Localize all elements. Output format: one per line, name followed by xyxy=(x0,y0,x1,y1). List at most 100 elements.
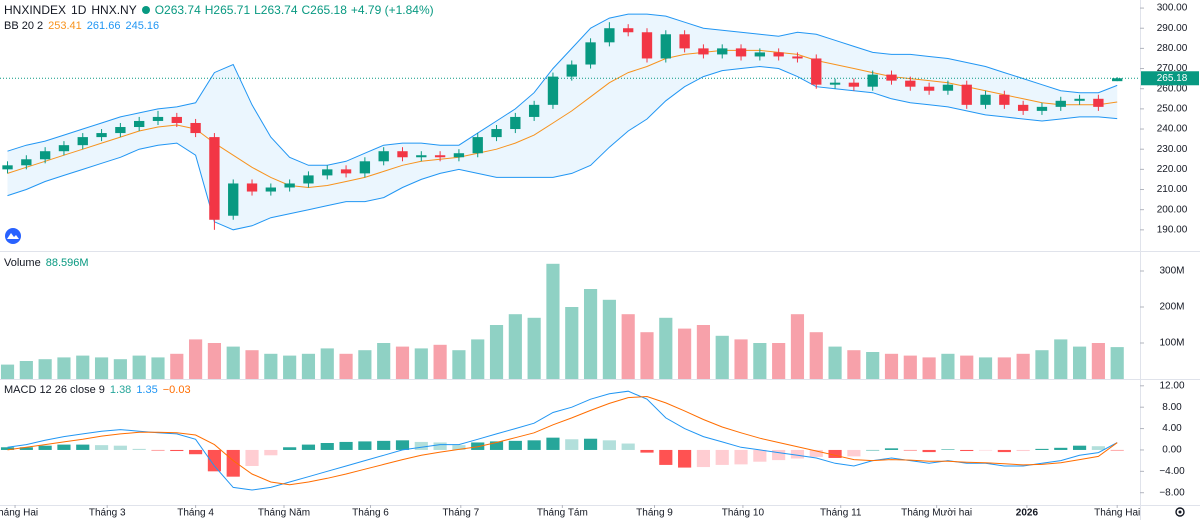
candle-body xyxy=(340,169,352,174)
macd-histogram-bar xyxy=(602,440,616,450)
x-tick-label: Tháng Hai xyxy=(1094,508,1140,519)
macd-name: MACD 12 26 close 9 xyxy=(4,384,105,396)
macd-histogram-bar xyxy=(226,449,240,477)
macd-histogram-bar xyxy=(283,447,297,450)
candle-body xyxy=(698,48,709,55)
x-tick-label: Tháng Năm xyxy=(258,508,310,519)
volume-bar xyxy=(772,343,786,379)
candle-body xyxy=(115,127,126,134)
candle-body xyxy=(1112,78,1123,82)
candle-body xyxy=(1036,106,1048,111)
volume-bar xyxy=(715,335,729,379)
candle-body xyxy=(942,84,954,91)
candle-body xyxy=(2,165,13,170)
settings-icon[interactable] xyxy=(1175,507,1185,517)
macd-histogram-bar xyxy=(941,449,955,450)
volume-bar xyxy=(245,350,259,379)
candle-body xyxy=(58,145,70,152)
volume-bar xyxy=(678,328,692,379)
volume-bar xyxy=(527,317,541,379)
candle-body xyxy=(472,137,483,154)
bb-value: 261.66 xyxy=(86,20,121,32)
x-tick-label: Tháng Hai xyxy=(0,508,38,519)
candle-body xyxy=(660,34,671,59)
macd-histogram-bar xyxy=(715,449,729,465)
y-tick-label: 100M xyxy=(1159,338,1184,349)
candle-body xyxy=(246,183,258,192)
candle-body xyxy=(303,175,314,184)
volume-bar xyxy=(922,357,936,379)
volume-bar xyxy=(659,317,673,379)
candle-body xyxy=(134,120,145,128)
candle-body xyxy=(416,155,427,158)
symbol-legend: HNXINDEX 1D HNX.NY O263.74 H265.71 L263.74… xyxy=(4,3,434,17)
candle-body xyxy=(397,151,408,158)
macd-histogram-bar xyxy=(696,449,710,468)
macd-histogram-bar xyxy=(866,449,880,451)
candle-body xyxy=(773,52,784,57)
volume-bar xyxy=(847,350,861,379)
volume-bar xyxy=(489,325,504,379)
candle-body xyxy=(528,104,540,117)
macd-histogram-bar xyxy=(189,449,203,455)
x-tick-label: Tháng 9 xyxy=(636,508,673,519)
volume-bar xyxy=(377,343,391,379)
macd-histogram-bar xyxy=(753,449,767,462)
volume-bar xyxy=(320,348,334,379)
y-tick-label: 0.00 xyxy=(1162,445,1182,456)
macd-histogram-bar xyxy=(377,440,391,450)
macd-legend: MACD 12 26 close 9 1.38 1.35 −0.03 xyxy=(4,384,191,396)
candle-body xyxy=(171,116,182,123)
volume-bar xyxy=(1054,339,1068,379)
macd-histogram-bar xyxy=(527,440,541,450)
volume-bar xyxy=(339,353,353,379)
x-tick-label: Tháng Mười hai xyxy=(901,508,972,519)
macd-histogram-bar xyxy=(546,437,560,450)
volume-bar xyxy=(621,314,635,379)
macd-histogram-bar xyxy=(903,449,917,451)
ohlc-value: C265.18 xyxy=(301,3,347,17)
y-tick-label: 190.00 xyxy=(1157,224,1188,235)
volume-bar xyxy=(1072,346,1087,379)
bb-legend: BB 20 2 253.41 261.66 245.16 xyxy=(4,20,159,32)
candle-body xyxy=(491,129,502,138)
volume-bar xyxy=(941,353,955,379)
candle-body xyxy=(209,137,220,220)
macd-histogram-bar xyxy=(734,449,748,465)
macd-histogram-bar xyxy=(828,449,842,458)
x-tick-label: Tháng 10 xyxy=(722,508,765,519)
volume-bar xyxy=(94,357,109,379)
candle-body xyxy=(792,56,803,59)
macd-histogram-bar xyxy=(170,449,184,452)
candle-body xyxy=(190,122,201,134)
macd-histogram-bar xyxy=(621,443,635,450)
candle-body xyxy=(547,76,559,105)
volume-bar xyxy=(264,353,278,379)
volume-bar xyxy=(884,353,899,379)
macd-value: 1.38 xyxy=(109,384,132,396)
ohlc-value: O263.74 xyxy=(154,3,201,17)
bb-value: 245.16 xyxy=(125,20,160,32)
x-tick-label: Tháng 7 xyxy=(442,508,479,519)
candle-body xyxy=(510,116,521,130)
candle-body xyxy=(867,74,878,87)
volume-bar xyxy=(433,344,447,379)
candle-body xyxy=(923,86,935,91)
volume-bar xyxy=(189,339,203,379)
volume-bar xyxy=(38,359,52,379)
macd-histogram-bar xyxy=(508,440,522,450)
macd-histogram-bar xyxy=(395,440,410,450)
candle-body xyxy=(585,42,596,65)
volume-bar xyxy=(0,364,15,379)
bb-upper xyxy=(7,13,1118,166)
volume-bar xyxy=(790,314,805,379)
volume-bar xyxy=(19,361,33,379)
y-tick-label: −8.00 xyxy=(1159,487,1185,498)
volume-bar xyxy=(1035,350,1049,379)
volume-bar xyxy=(76,355,90,379)
candle-body xyxy=(566,64,577,77)
macd-histogram-bar xyxy=(339,441,353,450)
candle-body xyxy=(623,28,634,33)
volume-bar xyxy=(696,325,710,379)
